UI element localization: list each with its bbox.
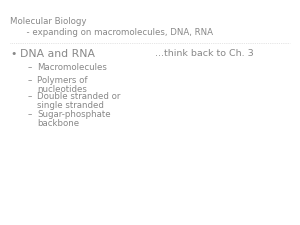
Text: –: – <box>28 110 32 119</box>
Text: ...think back to Ch. 3: ...think back to Ch. 3 <box>155 49 254 58</box>
Text: •: • <box>10 49 16 59</box>
Text: single stranded: single stranded <box>37 101 104 110</box>
Text: –: – <box>28 92 32 101</box>
Text: backbone: backbone <box>37 119 79 128</box>
Text: Sugar-phosphate: Sugar-phosphate <box>37 110 111 119</box>
Text: Double stranded or: Double stranded or <box>37 92 120 101</box>
Text: DNA and RNA: DNA and RNA <box>20 49 95 59</box>
Text: Macromolecules: Macromolecules <box>37 63 107 72</box>
Text: nucleotides: nucleotides <box>37 85 87 94</box>
Text: –: – <box>28 76 32 85</box>
Text: - expanding on macromolecules, DNA, RNA: - expanding on macromolecules, DNA, RNA <box>10 28 213 37</box>
Text: Polymers of: Polymers of <box>37 76 88 85</box>
Text: –: – <box>28 63 32 72</box>
Text: Molecular Biology: Molecular Biology <box>10 17 86 26</box>
